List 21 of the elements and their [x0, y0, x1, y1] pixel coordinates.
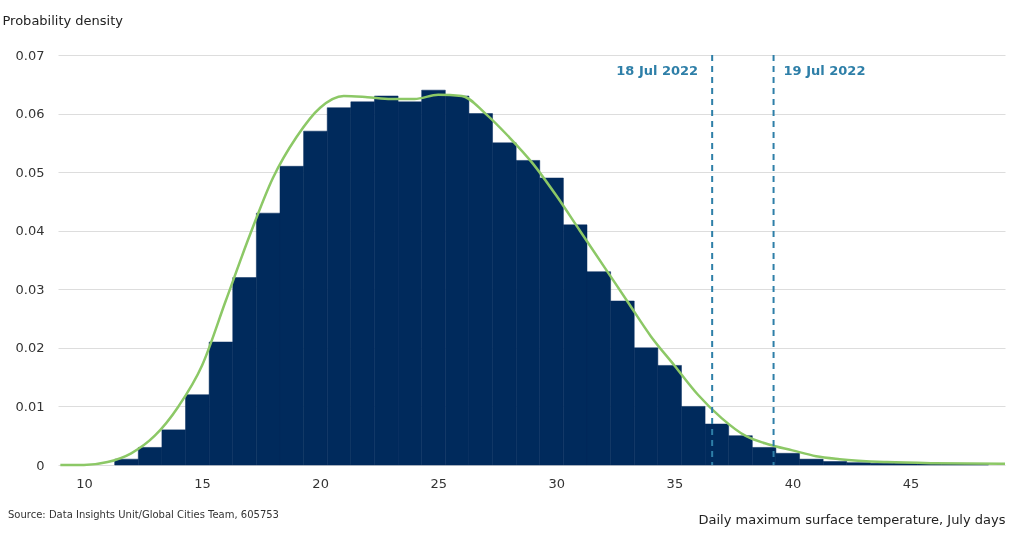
- y-tick-label: 0.02: [15, 340, 45, 356]
- y-tick-label: 0: [36, 457, 45, 473]
- y-tick-label: 0.04: [15, 223, 45, 239]
- y-axis-title: Probability density: [2, 12, 124, 28]
- y-tick-label: 0.07: [15, 47, 45, 63]
- x-tick-label: 20: [312, 475, 329, 491]
- x-tick-label: 15: [194, 475, 211, 491]
- y-tick-label: 0.06: [15, 106, 45, 122]
- y-tick-label: 0.03: [15, 281, 45, 297]
- x-tick-label: 30: [548, 475, 566, 491]
- ref-line-label: 19 Jul 2022: [783, 63, 866, 78]
- x-axis-title: Daily maximum surface temperature, July days: [698, 511, 1006, 527]
- x-tick-label: 45: [902, 475, 920, 491]
- x-tick-label: 10: [76, 475, 93, 491]
- y-tick-label: 0.05: [15, 164, 45, 180]
- x-tick-label: 25: [430, 475, 447, 491]
- x-tick-label: 40: [784, 475, 802, 491]
- source-note: Source: Data Insights Unit/Global Cities Team, 605753: [8, 509, 279, 520]
- y-tick-label: 0.01: [15, 398, 45, 414]
- x-tick-label: 35: [666, 475, 684, 491]
- ref-line-label: 18 Jul 2022: [616, 63, 699, 78]
